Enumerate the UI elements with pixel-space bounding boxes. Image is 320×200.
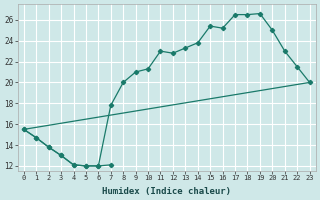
- X-axis label: Humidex (Indice chaleur): Humidex (Indice chaleur): [102, 187, 231, 196]
